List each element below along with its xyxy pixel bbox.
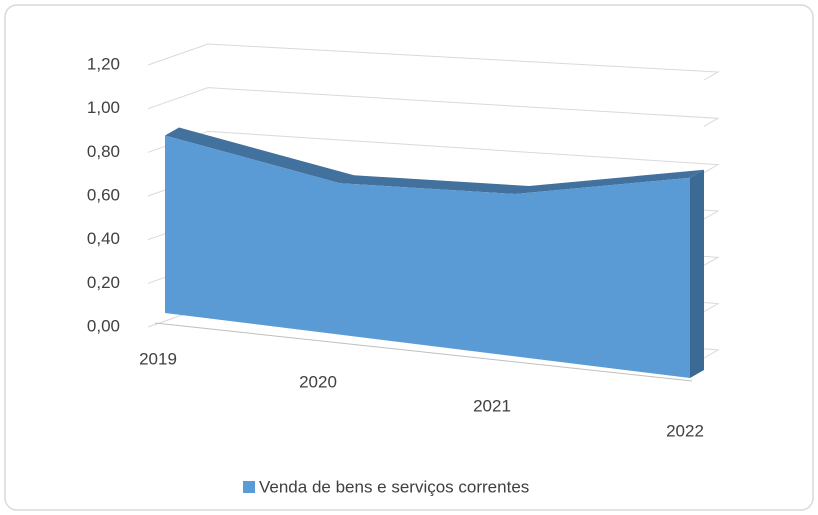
y-tick-label: 0,80 <box>87 142 120 161</box>
y-tick-label: 0,40 <box>87 229 120 248</box>
legend-label: Venda de bens e serviços correntes <box>259 477 529 496</box>
area <box>165 135 690 378</box>
y-tick-label: 0,60 <box>87 185 120 204</box>
y-tick-label: 1,00 <box>87 98 120 117</box>
legend-swatch <box>243 481 255 493</box>
y-tick-label: 0,20 <box>87 273 120 292</box>
x-tick-label: 2022 <box>666 421 704 440</box>
area-top <box>165 127 704 194</box>
x-tick-label: 2020 <box>299 372 337 391</box>
x-tick-label: 2019 <box>139 349 177 368</box>
grid-line <box>147 87 720 127</box>
area-side <box>690 169 704 378</box>
y-tick-label: 0,00 <box>87 316 120 335</box>
grid-line <box>147 43 720 81</box>
x-tick-label: 2021 <box>473 396 511 415</box>
x-axis-line <box>154 322 693 382</box>
y-tick-label: 1,20 <box>87 54 120 73</box>
